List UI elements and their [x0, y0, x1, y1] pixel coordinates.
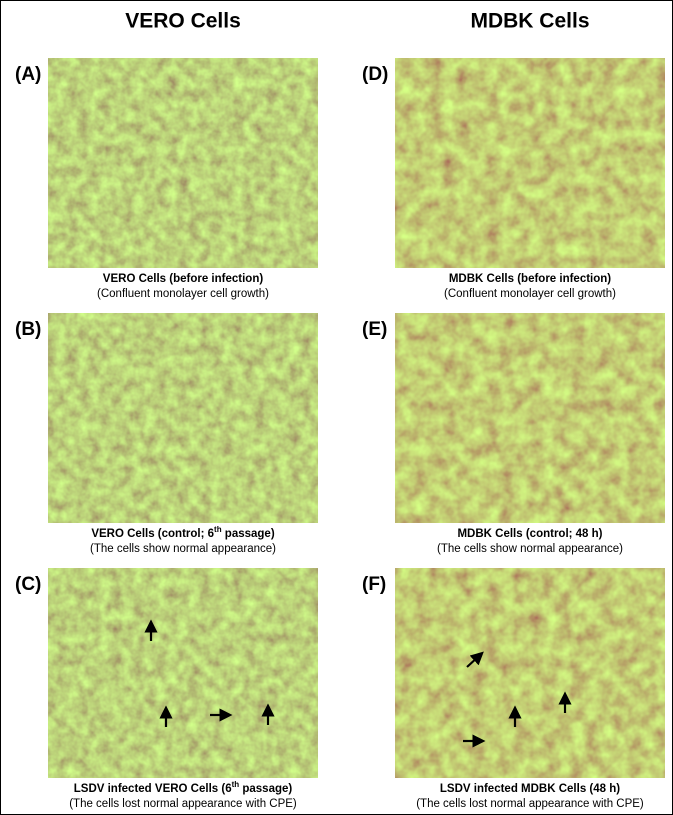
micrograph	[48, 568, 318, 778]
caption-part: passage)	[239, 783, 292, 795]
caption-note: (The cells show normal appearance)	[437, 543, 623, 555]
caption-part: VERO Cells (control; 6	[91, 528, 214, 540]
caption-note: (Confluent monolayer cell growth)	[97, 288, 269, 300]
micrograph	[395, 58, 665, 268]
panel-label: (D)	[362, 64, 388, 85]
caption: LSDV infected MDBK Cells (48 h)	[440, 783, 620, 795]
caption-part: MDBK Cells (control; 48 h)	[457, 528, 602, 540]
caption-part: LSDV infected VERO Cells (6	[74, 783, 232, 795]
caption-part: th	[232, 780, 240, 789]
caption: VERO Cells (before infection)	[103, 273, 264, 285]
panel-label: (E)	[362, 319, 387, 340]
caption: MDBK Cells (control; 48 h)	[457, 528, 602, 540]
caption-note: (The cells lost normal appearance with C…	[416, 798, 644, 810]
column-header: VERO Cells	[125, 10, 241, 33]
caption: LSDV infected VERO Cells (6th passage)	[74, 780, 293, 795]
panel-label: (F)	[362, 574, 386, 595]
caption-part: LSDV infected MDBK Cells (48 h)	[440, 783, 620, 795]
micrograph	[48, 58, 318, 268]
panel-label: (C)	[15, 574, 41, 595]
caption-part: passage)	[222, 528, 275, 540]
caption-note: (The cells lost normal appearance with C…	[69, 798, 297, 810]
caption-note: (The cells show normal appearance)	[90, 543, 276, 555]
caption-part: th	[214, 525, 222, 534]
caption-part: MDBK Cells (before infection)	[449, 273, 611, 285]
caption-part: VERO Cells (before infection)	[103, 273, 264, 285]
caption: VERO Cells (control; 6th passage)	[91, 525, 274, 540]
micrograph	[395, 568, 665, 778]
micrograph	[48, 313, 318, 523]
figure: VERO Cells (A) VERO Cells (before infectio…	[0, 0, 673, 815]
caption-note: (Confluent monolayer cell growth)	[444, 288, 616, 300]
caption: MDBK Cells (before infection)	[449, 273, 611, 285]
panel-label: (A)	[15, 64, 41, 85]
column-header: MDBK Cells	[470, 10, 589, 33]
panel-label: (B)	[15, 319, 41, 340]
micrograph	[395, 313, 665, 523]
